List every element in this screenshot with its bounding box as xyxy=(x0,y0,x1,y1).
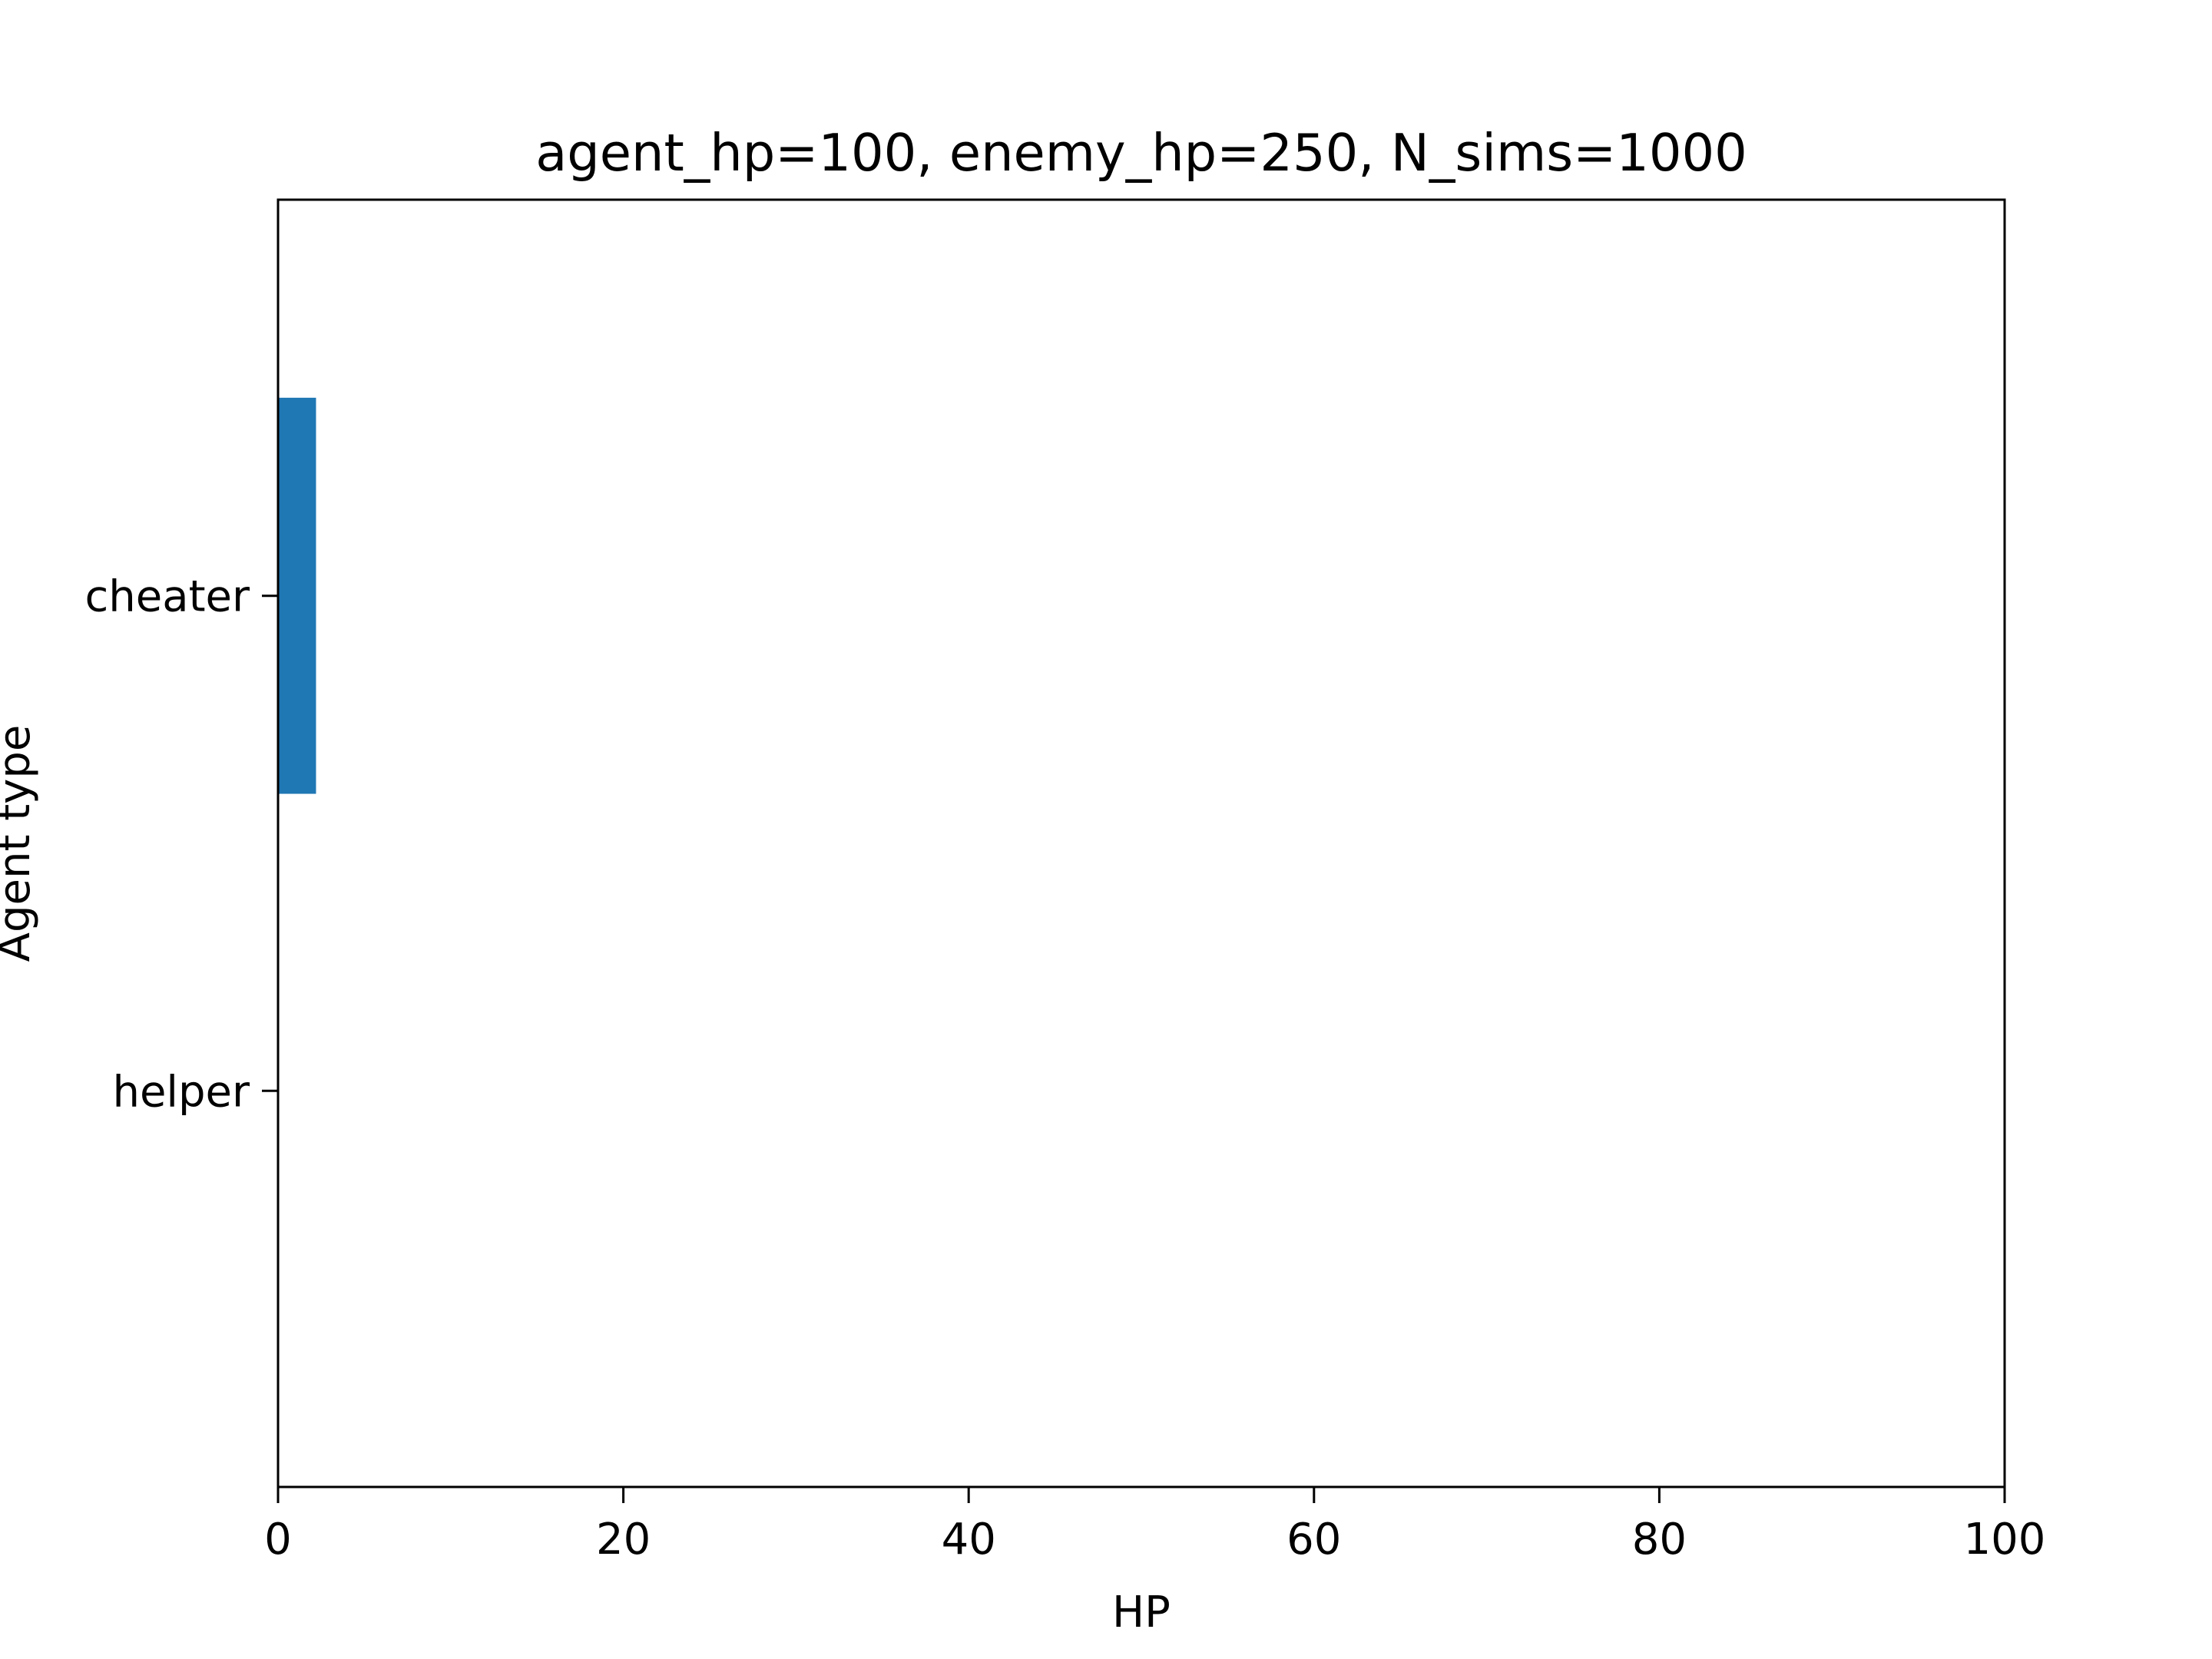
x-tick-label: 80 xyxy=(1632,1515,1687,1565)
y-axis-label: Agent type xyxy=(0,725,40,962)
x-axis: 0 20 40 60 80 100 xyxy=(264,1487,2045,1565)
x-tick-label: 0 xyxy=(264,1515,292,1565)
x-tick-label: 100 xyxy=(1964,1515,2046,1565)
plot-frame xyxy=(276,198,2006,1488)
bar-cheater xyxy=(278,397,316,794)
x-tick-label: 60 xyxy=(1286,1515,1341,1565)
chart-title: agent_hp=100, enemy_hp=250, N_sims=1000 xyxy=(535,123,1747,183)
y-tick-label-cheater: cheater xyxy=(85,572,250,622)
x-axis-label: HP xyxy=(1112,1588,1171,1637)
y-tick-label-helper: helper xyxy=(112,1067,250,1117)
x-tick-label: 20 xyxy=(596,1515,651,1565)
x-tick-label: 40 xyxy=(942,1515,996,1565)
bars-layer xyxy=(278,397,316,794)
y-axis: cheater helper xyxy=(85,572,278,1117)
